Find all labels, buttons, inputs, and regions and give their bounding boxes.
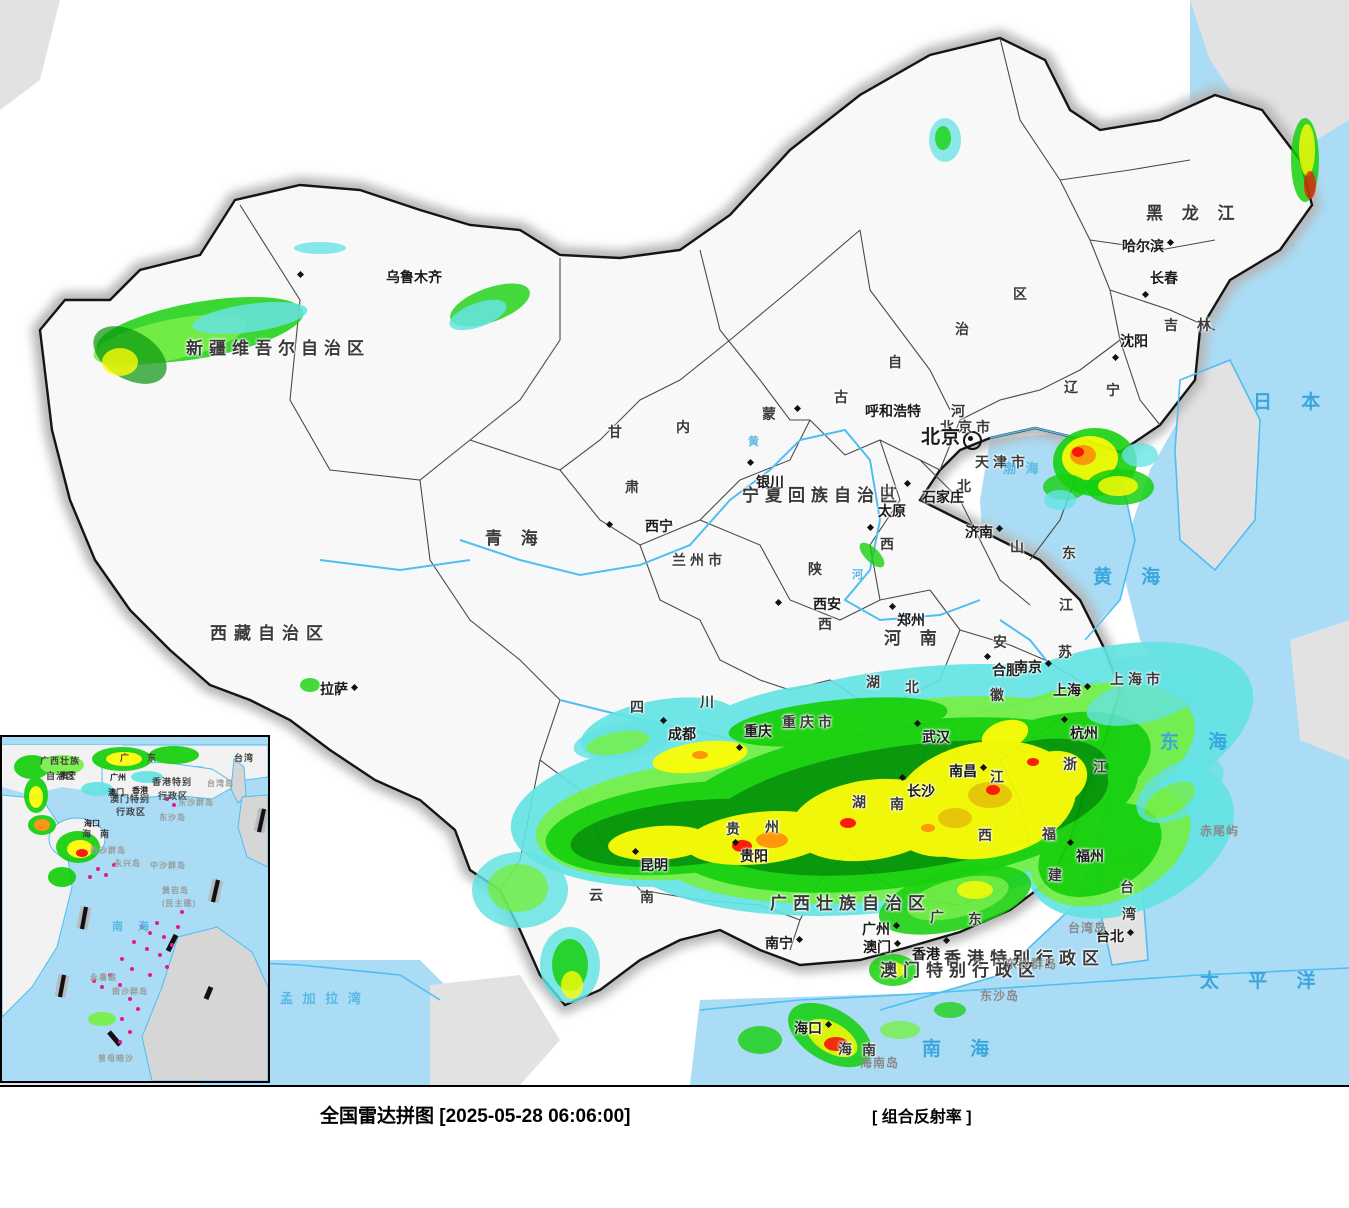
inset-province-label-9: 海 xyxy=(82,829,93,839)
inset-province-label-1: 自治区 xyxy=(46,771,77,781)
inset-province-label-7: 澳门特别 xyxy=(110,794,151,804)
legend-panel: 全国雷达拼图 [2025-05-28 06:06:00] [ 组合反射率 ] d… xyxy=(0,1085,1349,1208)
inset-city-label-1: 广州 xyxy=(110,773,126,782)
inset-island-label-7: (民主礁) xyxy=(162,899,197,908)
inset-province-label-0: 广西壮族 xyxy=(40,756,81,766)
inset-province-label-8: 行政区 xyxy=(116,807,147,817)
inset-basemap xyxy=(2,737,268,1081)
inset-island-label-4: 中沙群岛 xyxy=(150,861,186,870)
inset-province-label-10: 南 xyxy=(100,829,111,839)
inset-province-label-2: 广 xyxy=(120,753,131,763)
inset-island-label-5: 永兴岛 xyxy=(114,859,141,868)
inset-island-label-9: 南沙群岛 xyxy=(112,987,148,996)
inset-island-label-8: 永暑礁 xyxy=(90,973,117,982)
inset-island-label-0: 台湾岛 xyxy=(207,779,234,788)
inset-city-label-4: 海口 xyxy=(84,819,100,828)
inset-sea-label-0: 南 海 xyxy=(112,921,156,933)
inset-province-label-3: 东 xyxy=(147,753,158,763)
basemap-layer xyxy=(0,0,1349,1085)
inset-island-label-1: 东沙群岛 xyxy=(178,798,214,807)
capital-marker-beijing xyxy=(963,431,982,450)
inset-city-label-0: 南宁 xyxy=(60,771,76,780)
inset-island-label-6: 黄岩岛 xyxy=(162,886,189,895)
inset-island-label-2: 东沙岛 xyxy=(159,813,186,822)
south-china-sea-inset[interactable]: 广西壮族 自治区广东台湾 香港特别 行政区 澳门特别 行政区海南南宁 广州 澳门 香港 海口 台湾岛… xyxy=(0,735,270,1083)
inset-province-label-5: 香港特别 xyxy=(152,777,193,787)
inset-city-label-2: 澳门 xyxy=(108,788,124,797)
legend-title: 全国雷达拼图 [2025-05-28 06:06:00] xyxy=(320,1106,631,1127)
inset-city-label-3: 香港 xyxy=(132,786,148,795)
radar-echo-layer xyxy=(93,118,1319,1068)
product-title: [ 组合反射率 ] xyxy=(872,1109,972,1126)
inset-province-label-6: 行政区 xyxy=(158,791,189,801)
inset-island-label-3: 西沙群岛 xyxy=(90,846,126,855)
inset-island-label-10: 曾母暗沙 xyxy=(98,1054,134,1063)
inset-province-label-4: 台湾 xyxy=(234,753,255,763)
china-radar-map[interactable]: 新疆维吾尔自治区 西藏自治区青 海甘肃兰州市内蒙古自治区宁夏回族自治区陕西山西河北… xyxy=(0,0,1349,1085)
